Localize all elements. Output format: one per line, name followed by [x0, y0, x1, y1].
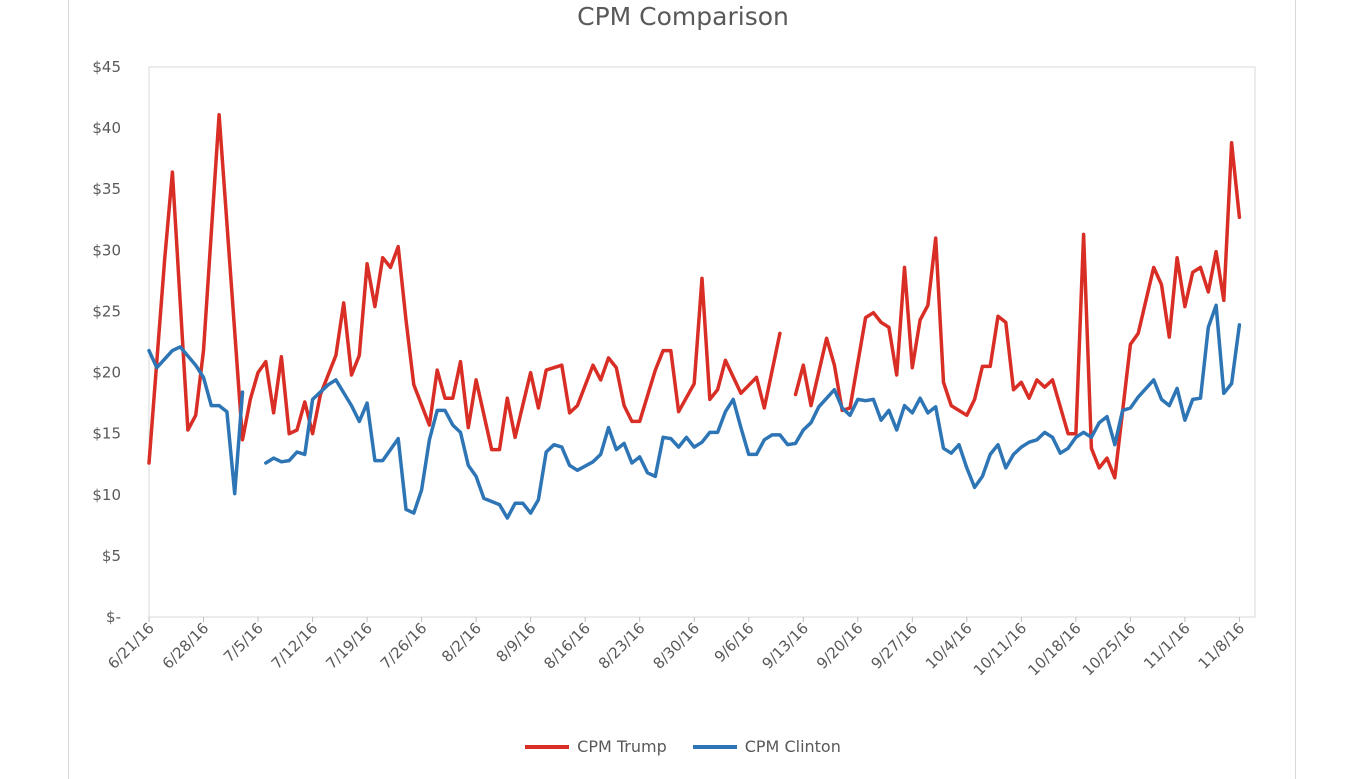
- x-tick-label: 7/12/16: [268, 619, 322, 673]
- y-tick-label: $20: [92, 364, 121, 382]
- x-tick-label: 11/1/16: [1140, 619, 1194, 673]
- x-tick-label: 10/18/16: [1024, 619, 1084, 679]
- y-tick-label: $40: [92, 119, 121, 137]
- legend-label-clinton: CPM Clinton: [744, 737, 841, 756]
- x-tick-label: 10/11/16: [970, 619, 1030, 679]
- x-tick-label: 7/19/16: [322, 619, 376, 673]
- legend-item-clinton: CPM Clinton: [692, 737, 841, 756]
- x-tick-label: 9/13/16: [758, 619, 812, 673]
- x-tick-label: 8/2/16: [438, 619, 485, 666]
- y-tick-label: $5: [102, 547, 121, 565]
- x-tick-label: 10/4/16: [922, 619, 976, 673]
- chart-panel: [68, 0, 1296, 779]
- x-tick-label: 9/6/16: [711, 619, 758, 666]
- x-tick-label: 9/20/16: [813, 619, 867, 673]
- legend-swatch-trump: [525, 744, 570, 749]
- x-tick-label: 8/9/16: [493, 619, 540, 666]
- y-tick-label: $15: [92, 425, 121, 443]
- legend: CPM Trump CPM Clinton: [0, 737, 1366, 756]
- legend-label-trump: CPM Trump: [577, 737, 667, 756]
- x-tick-label: 8/23/16: [595, 619, 649, 673]
- y-tick-label: $35: [92, 180, 121, 198]
- x-tick-label: 11/8/16: [1195, 619, 1249, 673]
- y-tick-label: $25: [92, 302, 121, 320]
- series-line-cpm-trump: [147, 112, 1242, 480]
- x-tick-label: 6/28/16: [159, 619, 213, 673]
- series-line-cpm-clinton: [147, 303, 1242, 520]
- legend-item-trump: CPM Trump: [525, 737, 667, 756]
- x-tick-label: 6/21/16: [104, 619, 158, 673]
- x-tick-label: 7/26/16: [377, 619, 431, 673]
- x-tick-label: 7/5/16: [220, 619, 267, 666]
- x-tick-label: 9/27/16: [868, 619, 922, 673]
- chart-title: CPM Comparison: [577, 2, 789, 31]
- y-tick-label: $30: [92, 241, 121, 259]
- y-tick-label: $-: [106, 608, 121, 626]
- x-tick-label: 8/16/16: [540, 619, 594, 673]
- x-tick-label: 10/25/16: [1079, 619, 1139, 679]
- x-tick-label: 8/30/16: [649, 619, 703, 673]
- plot-area: [148, 66, 1256, 618]
- legend-swatch-clinton: [692, 744, 737, 749]
- y-tick-label: $10: [92, 486, 121, 504]
- y-tick-label: $45: [92, 58, 121, 76]
